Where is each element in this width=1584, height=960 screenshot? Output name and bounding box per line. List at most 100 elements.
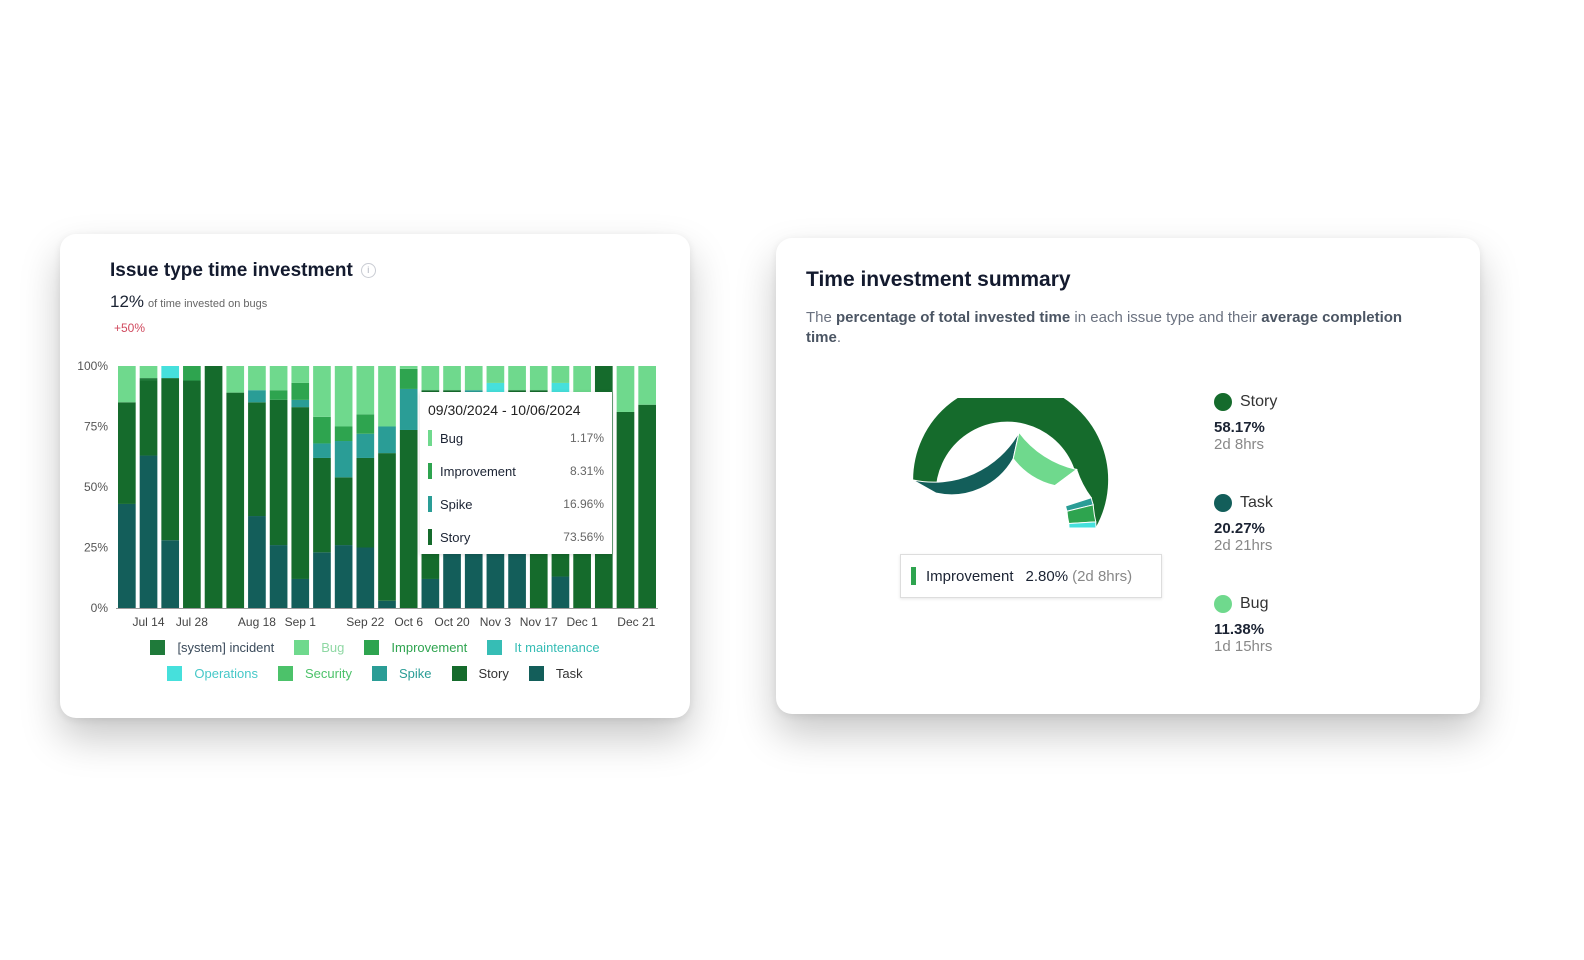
time-investment-summary-card: Time investment summary The percentage o…: [776, 238, 1480, 714]
tooltip-series-value: 1.17%: [569, 431, 604, 445]
bar-segment-bug[interactable]: [118, 366, 136, 403]
bar-segment-spike[interactable]: [399, 388, 418, 430]
tooltip-row: Improvement 8.31%: [428, 463, 604, 479]
bar-segment-story[interactable]: [139, 380, 158, 456]
bar-segment-bug[interactable]: [313, 366, 331, 417]
legend-item[interactable]: Improvement: [364, 640, 467, 655]
bar-segment-spike[interactable]: [378, 426, 396, 454]
legend-time: 2d 8hrs: [1214, 436, 1265, 453]
bar-segment-story[interactable]: [269, 399, 288, 546]
bar-segment-bug[interactable]: [529, 366, 548, 391]
bar-segment-operations[interactable]: [161, 366, 180, 379]
bar-segment-bug[interactable]: [269, 366, 288, 391]
bar-segment-improvement[interactable]: [399, 368, 418, 389]
legend-item[interactable]: Bug: [294, 640, 344, 655]
bar-segment-task[interactable]: [248, 516, 266, 608]
bar-segment-improvement[interactable]: [269, 390, 288, 400]
legend-item[interactable]: Security: [278, 666, 352, 681]
bar-segment-bug[interactable]: [139, 366, 158, 379]
bar-segment-story[interactable]: [616, 411, 635, 608]
bar-segment-story[interactable]: [118, 402, 136, 504]
improvement-swatch: [911, 567, 916, 585]
donut-slice-operations[interactable]: [1068, 521, 1097, 529]
legend-dot: [1214, 393, 1232, 411]
bar-segment-bug[interactable]: [378, 366, 396, 427]
bar-segment-task[interactable]: [269, 545, 288, 608]
tooltip-time: (2d 8hrs): [1072, 567, 1133, 585]
bar-segment-bug[interactable]: [573, 366, 591, 398]
bar-segment-task[interactable]: [118, 503, 136, 608]
bar-segment-bug[interactable]: [443, 366, 461, 391]
bar-segment-story[interactable]: [226, 392, 245, 608]
bar-segment-spike[interactable]: [291, 399, 310, 408]
bar-segment-bug[interactable]: [508, 366, 526, 391]
bar-segment-bug[interactable]: [248, 366, 266, 391]
bar-segment-story[interactable]: [399, 429, 418, 608]
legend-label: Story: [1240, 393, 1278, 410]
legend-item[interactable]: Task: [528, 666, 583, 681]
legend-label: Operations: [194, 666, 258, 681]
bar-segment-story[interactable]: [313, 457, 331, 553]
bar-segment-spike[interactable]: [356, 433, 375, 458]
bar-segment-story[interactable]: [378, 453, 396, 601]
bar-segment-bug[interactable]: [334, 366, 353, 427]
bar-segment-story[interactable]: [183, 380, 201, 608]
legend-item[interactable]: Spike: [371, 666, 432, 681]
legend-item[interactable]: Operations: [167, 666, 258, 681]
bar-segment-bug[interactable]: [638, 366, 656, 405]
donut-slice-story[interactable]: [912, 398, 1110, 529]
bar-segment-bug[interactable]: [291, 366, 310, 383]
legend-dot: [1214, 595, 1232, 613]
legend-item[interactable]: It maintenance: [487, 640, 600, 655]
bar-segment-improvement[interactable]: [313, 416, 331, 444]
legend-label: Bug: [1240, 595, 1269, 612]
legend-item[interactable]: [system] incident: [150, 640, 274, 655]
bar-segment-bug[interactable]: [399, 366, 418, 369]
bar-segment-spike[interactable]: [248, 390, 266, 403]
bar-segment-task[interactable]: [334, 545, 353, 608]
x-tick-label: Dec 1: [566, 615, 598, 629]
bar-segment-operations[interactable]: [551, 382, 570, 393]
bar-segment-task[interactable]: [291, 578, 310, 608]
info-icon[interactable]: i: [360, 263, 376, 279]
bar-segment-bug[interactable]: [226, 366, 245, 393]
bar-segment-task[interactable]: [139, 455, 158, 608]
bar-segment-bug[interactable]: [464, 366, 483, 391]
bar-segment-story[interactable]: [334, 477, 353, 546]
bar-segment-task[interactable]: [551, 576, 570, 608]
tooltip-label: Improvement: [926, 567, 1014, 585]
bar-segment-operations[interactable]: [486, 382, 505, 393]
headline-value: 12%: [110, 292, 145, 311]
title-text: Issue type time investment: [110, 260, 353, 281]
legend-row-2: Operations Security Spike Story Task: [60, 666, 690, 681]
bar-segment-task[interactable]: [161, 540, 180, 608]
bar-segment-bug[interactable]: [551, 366, 570, 383]
bar-segment-bug[interactable]: [486, 366, 505, 383]
bar-segment-story[interactable]: [161, 378, 180, 541]
bar-segment-improvement[interactable]: [356, 414, 375, 434]
bar-segment-bug[interactable]: [616, 366, 635, 412]
sub-text: .: [836, 329, 842, 346]
legend-label: Task: [1240, 494, 1273, 511]
tooltip-date-range: 09/30/2024 - 10/06/2024: [428, 402, 581, 418]
bar-segment-improvement[interactable]: [334, 426, 353, 442]
legend-item[interactable]: Story: [451, 666, 509, 681]
bar-segment-bug[interactable]: [421, 366, 440, 391]
bar-segment-improvement[interactable]: [183, 366, 201, 381]
bar-segment-story[interactable]: [204, 366, 223, 608]
bar-segment-story[interactable]: [638, 404, 656, 608]
bar-segment-task[interactable]: [313, 552, 331, 608]
tooltip-series-label: Spike: [440, 496, 473, 512]
bar-segment-story[interactable]: [248, 402, 266, 517]
bar-segment-task[interactable]: [356, 547, 375, 609]
bar-segment-story[interactable]: [291, 407, 310, 579]
bar-segment-spike[interactable]: [313, 443, 331, 458]
bar-segment-bug[interactable]: [356, 366, 375, 415]
bar-segment--system-incident[interactable]: [139, 378, 158, 381]
bar-segment-task[interactable]: [378, 600, 396, 608]
bar-segment-spike[interactable]: [334, 441, 353, 478]
bar-segment-improvement[interactable]: [291, 382, 310, 400]
bar-segment-task[interactable]: [421, 578, 440, 608]
bar-segment-story[interactable]: [356, 457, 375, 548]
summary-legend-task: Task 20.27% 2d 21hrs: [1214, 494, 1273, 554]
